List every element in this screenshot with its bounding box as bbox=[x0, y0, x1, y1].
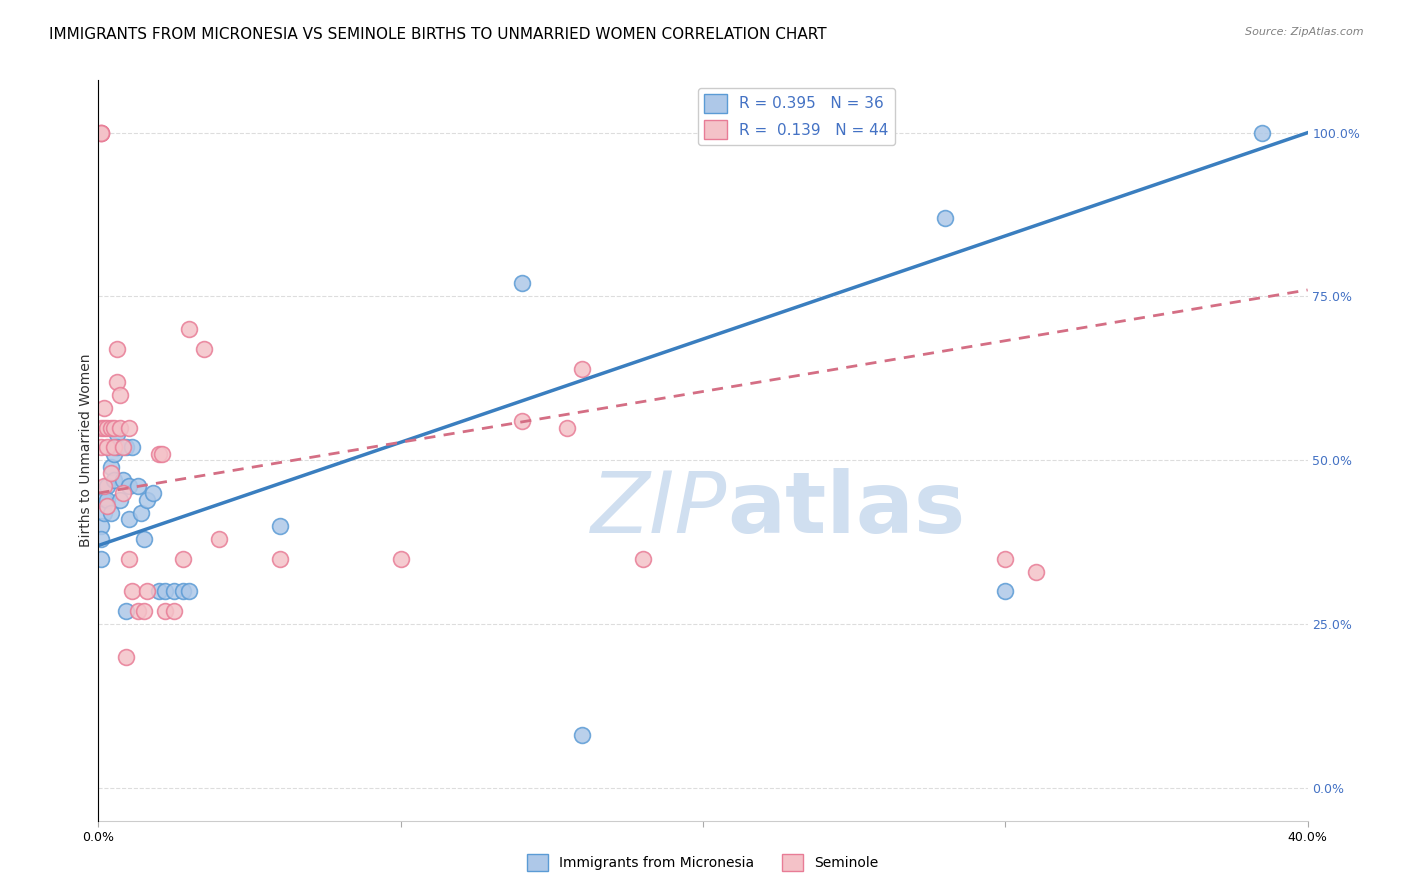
Text: atlas: atlas bbox=[727, 468, 966, 551]
Point bbox=[114, 649, 136, 664]
Point bbox=[934, 211, 956, 225]
Point bbox=[142, 486, 165, 500]
Point bbox=[193, 342, 215, 356]
Point bbox=[118, 551, 141, 566]
Point bbox=[93, 492, 115, 507]
Point bbox=[153, 584, 176, 599]
Point bbox=[121, 440, 143, 454]
Point bbox=[172, 551, 194, 566]
Point bbox=[90, 532, 112, 546]
Point bbox=[179, 584, 201, 599]
Point bbox=[132, 604, 155, 618]
Legend: Immigrants from Micronesia, Seminole: Immigrants from Micronesia, Seminole bbox=[522, 848, 884, 876]
Point bbox=[100, 420, 122, 434]
Point bbox=[93, 479, 115, 493]
Point bbox=[127, 604, 149, 618]
Point bbox=[135, 584, 157, 599]
Point bbox=[163, 584, 186, 599]
Point bbox=[111, 440, 134, 454]
Point bbox=[1024, 565, 1046, 579]
Point bbox=[389, 551, 412, 566]
Point bbox=[172, 584, 194, 599]
Point bbox=[90, 420, 112, 434]
Text: Source: ZipAtlas.com: Source: ZipAtlas.com bbox=[1246, 27, 1364, 37]
Point bbox=[90, 518, 112, 533]
Legend: R = 0.395   N = 36, R =  0.139   N = 44: R = 0.395 N = 36, R = 0.139 N = 44 bbox=[699, 88, 894, 145]
Point bbox=[103, 447, 125, 461]
Point bbox=[148, 584, 170, 599]
Point bbox=[90, 551, 112, 566]
Point bbox=[90, 440, 112, 454]
Point bbox=[100, 467, 122, 481]
Point bbox=[208, 532, 231, 546]
Point bbox=[93, 506, 115, 520]
Point bbox=[1251, 126, 1274, 140]
Point bbox=[105, 375, 128, 389]
Point bbox=[108, 420, 131, 434]
Point bbox=[510, 277, 533, 291]
Point bbox=[100, 459, 122, 474]
Point bbox=[96, 499, 118, 513]
Point bbox=[571, 361, 593, 376]
Point bbox=[93, 420, 115, 434]
Point bbox=[105, 440, 128, 454]
Point bbox=[153, 604, 176, 618]
Point bbox=[90, 126, 112, 140]
Point bbox=[121, 584, 143, 599]
Point bbox=[994, 551, 1017, 566]
Point bbox=[179, 322, 201, 336]
Point bbox=[93, 401, 115, 415]
Point bbox=[90, 126, 112, 140]
Point bbox=[571, 729, 593, 743]
Point bbox=[90, 126, 112, 140]
Point bbox=[135, 492, 157, 507]
Point bbox=[555, 420, 578, 434]
Point bbox=[269, 551, 291, 566]
Point bbox=[96, 492, 118, 507]
Point bbox=[114, 604, 136, 618]
Point bbox=[111, 486, 134, 500]
Point bbox=[100, 506, 122, 520]
Point bbox=[118, 512, 141, 526]
Point bbox=[103, 420, 125, 434]
Point bbox=[150, 447, 173, 461]
Point bbox=[114, 440, 136, 454]
Point bbox=[108, 492, 131, 507]
Point bbox=[108, 388, 131, 402]
Text: IMMIGRANTS FROM MICRONESIA VS SEMINOLE BIRTHS TO UNMARRIED WOMEN CORRELATION CHA: IMMIGRANTS FROM MICRONESIA VS SEMINOLE B… bbox=[49, 27, 827, 42]
Point bbox=[96, 420, 118, 434]
Y-axis label: Births to Unmarried Women: Births to Unmarried Women bbox=[79, 354, 93, 547]
Point bbox=[129, 506, 152, 520]
Point bbox=[118, 420, 141, 434]
Point bbox=[103, 473, 125, 487]
Point bbox=[96, 479, 118, 493]
Point bbox=[163, 604, 186, 618]
Point bbox=[96, 440, 118, 454]
Point bbox=[105, 427, 128, 442]
Point bbox=[269, 518, 291, 533]
Point bbox=[118, 479, 141, 493]
Point bbox=[148, 447, 170, 461]
Point bbox=[105, 342, 128, 356]
Point bbox=[631, 551, 654, 566]
Point bbox=[127, 479, 149, 493]
Point bbox=[510, 414, 533, 428]
Point bbox=[103, 440, 125, 454]
Point bbox=[111, 473, 134, 487]
Point bbox=[994, 584, 1017, 599]
Text: ZIP: ZIP bbox=[591, 468, 727, 551]
Point bbox=[132, 532, 155, 546]
